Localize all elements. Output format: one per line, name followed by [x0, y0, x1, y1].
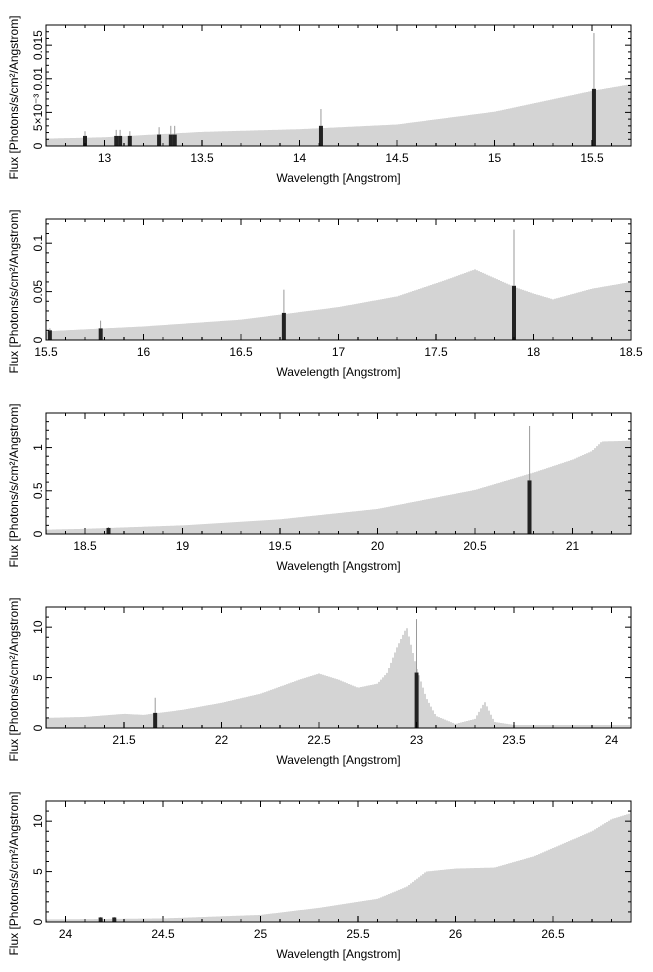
x-axis-label: Wavelength [Angstrom]: [276, 947, 400, 961]
continuum-bars: [46, 628, 630, 728]
x-tick-label: 24.5: [151, 927, 175, 941]
x-tick-label: 24: [59, 927, 73, 941]
x-tick-label: 22.5: [307, 733, 331, 747]
y-tick-label: 0: [31, 142, 45, 149]
emission-line-bar: [127, 135, 132, 146]
y-tick-label: 1: [31, 444, 45, 451]
y-tick-label: 5: [31, 674, 45, 681]
emission-line-bar: [168, 134, 173, 146]
x-tick-label: 16.5: [229, 345, 253, 359]
emission-line-bar: [172, 134, 177, 146]
x-tick-label: 19.5: [268, 539, 292, 553]
emission-line-bar: [512, 285, 516, 340]
x-tick-label: 25.5: [346, 927, 370, 941]
continuum-bars: [46, 813, 630, 922]
x-tick-label: 21.5: [112, 733, 136, 747]
emission-line-bar: [118, 135, 123, 146]
y-tick-label: 0.01: [31, 67, 45, 91]
emission-line-bar: [318, 125, 323, 146]
x-axis-label: Wavelength [Angstrom]: [276, 171, 400, 185]
emission-line-bar: [157, 134, 162, 146]
x-tick-label: 15.5: [580, 151, 604, 165]
y-tick-label: 5×10⁻³: [31, 94, 45, 131]
x-tick-label: 26: [449, 927, 463, 941]
emission-line-bar: [153, 712, 158, 728]
emission-line-bar: [106, 527, 111, 534]
emission-line-bar: [47, 330, 52, 340]
continuum-bars: [46, 440, 630, 534]
x-tick-label: 18.5: [619, 345, 643, 359]
x-tick-label: 20: [371, 539, 385, 553]
x-tick-label: 21: [566, 539, 580, 553]
y-tick-label: 0: [31, 530, 45, 537]
x-axis-label: Wavelength [Angstrom]: [276, 559, 400, 573]
y-tick-label: 0: [31, 724, 45, 731]
x-tick-label: 14: [293, 151, 307, 165]
spectrum-panel-5: 24 24.5 25 25.5 26 26.5 0 5 10 Wavelength [Angstr…: [7, 791, 632, 961]
y-tick-label: 0.5: [31, 482, 45, 499]
y-tick-label: 0: [31, 918, 45, 925]
x-tick-label: 23.5: [502, 733, 526, 747]
emission-line-bar: [281, 312, 286, 340]
x-axis-label: Wavelength [Angstrom]: [276, 365, 400, 379]
y-tick-label: 5: [31, 868, 45, 875]
x-tick-label: 13.5: [190, 151, 214, 165]
x-tick-label: 18: [527, 345, 541, 359]
y-axis-label: Flux [Photons/s/cm²/Angstrom]: [7, 15, 21, 179]
y-axis-label: Flux [Photons/s/cm²/Angstrom]: [7, 209, 21, 373]
x-tick-label: 13: [98, 151, 112, 165]
spectrum-panel-1: 13 13.5 14 14.5 15 15.5 0 5×10⁻³ 0.01 0.015 Wavele…: [7, 15, 632, 185]
emission-line-bar: [591, 88, 596, 146]
y-tick-label: 0.05: [31, 280, 45, 304]
y-axis-label: Flux [Photons/s/cm²/Angstrom]: [7, 403, 21, 567]
x-tick-label: 15: [488, 151, 502, 165]
emission-line-bar: [112, 917, 117, 922]
x-axis-label: Wavelength [Angstrom]: [276, 753, 400, 767]
y-tick-label: 0.015: [31, 30, 45, 60]
y-axis-label: Flux [Photons/s/cm²/Angstrom]: [7, 597, 21, 761]
x-tick-label: 22: [215, 733, 229, 747]
x-tick-label: 17.5: [424, 345, 448, 359]
emission-line-bar: [98, 328, 103, 340]
emission-line-bar: [527, 480, 532, 534]
emission-line-bar: [114, 135, 119, 146]
x-tick-label: 26.5: [541, 927, 565, 941]
continuum-bars: [46, 269, 630, 340]
continuum-bars: [46, 84, 630, 146]
y-tick-label: 0: [31, 336, 45, 343]
y-axis-label: Flux [Photons/s/cm²/Angstrom]: [7, 791, 21, 955]
x-tick-label: 25: [254, 927, 268, 941]
x-tick-label: 19: [176, 539, 190, 553]
x-tick-label: 20.5: [463, 539, 487, 553]
x-tick-label: 17: [332, 345, 346, 359]
emission-line-bar: [98, 917, 103, 922]
x-tick-label: 24: [605, 733, 619, 747]
x-tick-label: 16: [137, 345, 151, 359]
x-tick-label: 18.5: [73, 539, 97, 553]
x-tick-label: 15.5: [34, 345, 58, 359]
emission-line-bar: [414, 672, 419, 728]
y-tick-label: 10: [31, 620, 45, 634]
x-tick-label: 14.5: [385, 151, 409, 165]
y-tick-label: 0.1: [31, 235, 45, 252]
spectrum-panel-4: 21.5 22 22.5 23 23.5 24 0 5 10 Wavelength [Angstr…: [7, 597, 632, 767]
x-tick-label: 23: [410, 733, 424, 747]
emission-line-bar: [83, 135, 87, 146]
y-tick-label: 10: [31, 814, 45, 828]
spectrum-panel-2: 15.5 16 16.5 17 17.5 18 18.5 0 0.05 0.1 Wavelength…: [7, 209, 643, 379]
spectrum-panel-3: 18.5 19 19.5 20 20.5 21 0 0.5 1 Wavelength [Angst…: [7, 403, 632, 573]
